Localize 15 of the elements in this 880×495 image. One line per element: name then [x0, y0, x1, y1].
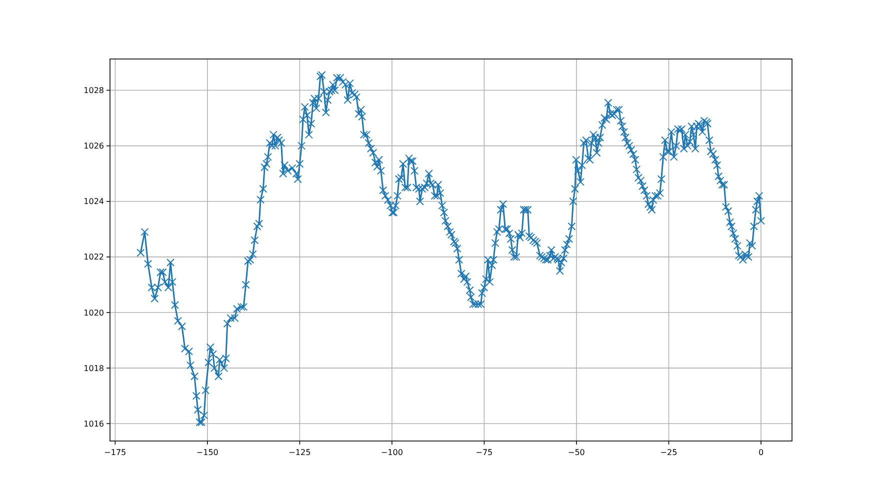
x-tick-label: −25	[660, 448, 678, 457]
x-tick-label: −50	[568, 448, 585, 457]
y-tick-label: 1026	[84, 142, 104, 151]
x-tick-label: −175	[104, 448, 126, 457]
y-tick-label: 1022	[84, 252, 104, 262]
y-tick-label: 1020	[84, 308, 104, 318]
y-tick-label: 1024	[84, 197, 104, 206]
y-tick-label: 1016	[84, 419, 104, 428]
x-tick-label: −75	[476, 448, 493, 457]
y-tick-label: 1018	[84, 364, 104, 373]
x-tick-label: −100	[380, 448, 403, 457]
x-tick-label: −125	[288, 448, 311, 457]
x-tick-label: 0	[758, 448, 764, 457]
y-tick-label: 1028	[84, 86, 104, 96]
x-tick-label: −150	[196, 448, 218, 457]
